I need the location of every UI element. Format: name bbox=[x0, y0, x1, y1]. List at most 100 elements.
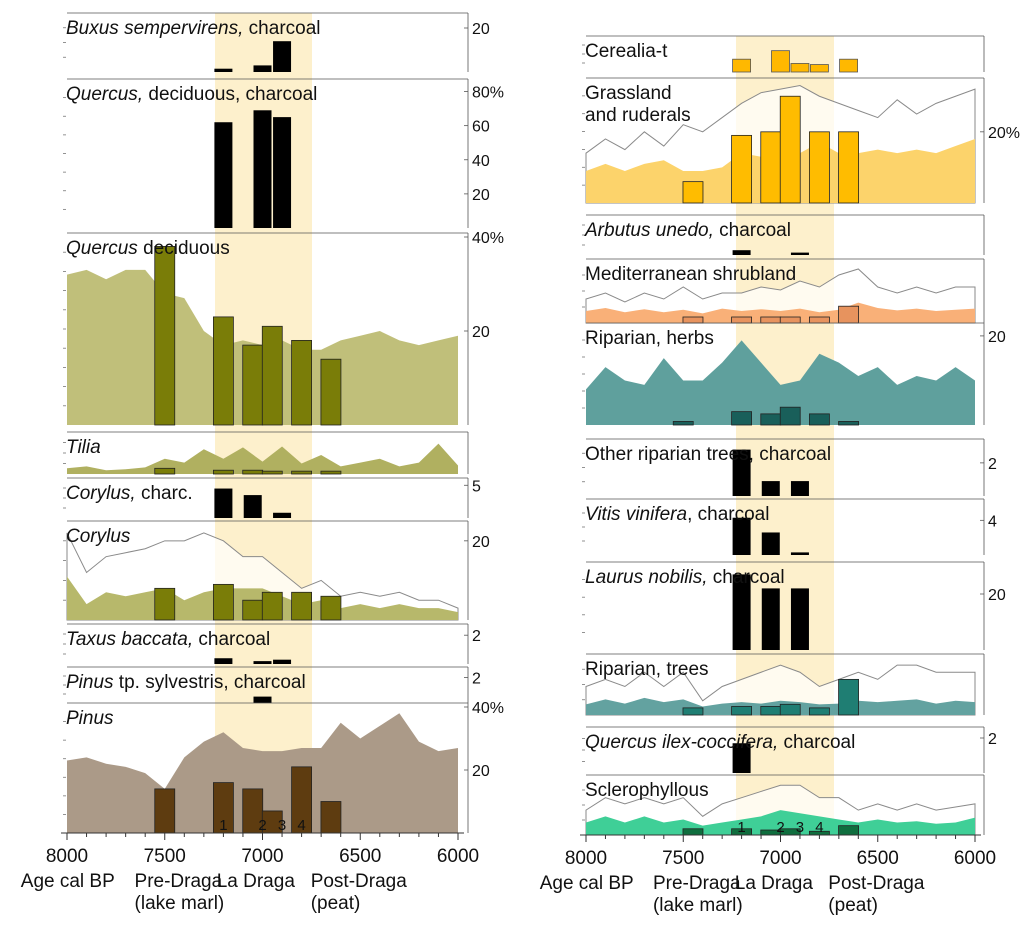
panel-1: 80% 60 40 20 Quercus, deciduous, charcoal bbox=[63, 78, 504, 228]
y-tick-label-1: 20 bbox=[472, 324, 490, 341]
phase-number: 4 bbox=[815, 819, 823, 836]
phase-number: 1 bbox=[737, 819, 745, 836]
panel-12: Mediterranean shrubland bbox=[582, 258, 985, 324]
data-bar-5 bbox=[838, 825, 859, 836]
data-bar-4 bbox=[291, 470, 313, 475]
panel-title: Grassland bbox=[585, 83, 672, 104]
phase-label-3: La Draga bbox=[217, 871, 296, 892]
panel-title-italic: Arbutus unedo, bbox=[584, 220, 714, 241]
phase-label-5: (peat) bbox=[311, 893, 361, 914]
data-bar-5 bbox=[838, 678, 859, 716]
y-tick-label-0: 5 bbox=[472, 478, 481, 495]
panel-title-rest: deciduous bbox=[138, 238, 230, 259]
panel-5: 20 Corylus bbox=[63, 520, 490, 621]
y-tick-label-0: 2 bbox=[988, 731, 997, 748]
data-bar-2 bbox=[242, 344, 264, 426]
data-bar-1 bbox=[212, 583, 234, 621]
panel-title-rest: charcoal bbox=[193, 629, 270, 650]
panel-title-rest: Cerealia-t bbox=[585, 41, 668, 62]
data-bar-0 bbox=[732, 449, 751, 496]
data-bar-0 bbox=[214, 122, 233, 228]
data-bar-1 bbox=[761, 532, 780, 555]
panel-title-rest: charc. bbox=[136, 483, 193, 504]
panel-title-rest: charcoal bbox=[243, 18, 320, 39]
panel-4: 5 Corylus, charc. bbox=[63, 477, 481, 518]
panel-title-rest: Grassland bbox=[585, 83, 672, 104]
panel-title-line2: and ruderals bbox=[585, 105, 691, 126]
phase-number: 4 bbox=[297, 817, 305, 834]
x-tick-label: 7500 bbox=[144, 846, 186, 867]
data-bar-2 bbox=[760, 316, 782, 324]
data-bar-1 bbox=[771, 50, 790, 73]
phase-label-0: Age cal BP bbox=[540, 873, 634, 894]
panel-title-italic: Tilia bbox=[66, 437, 101, 458]
phase-label-1: Pre-Draga bbox=[653, 873, 741, 894]
data-bar-4 bbox=[809, 131, 830, 204]
panel-title: Mediterranean shrubland bbox=[585, 264, 796, 285]
panel-title: Arbutus unedo, charcoal bbox=[584, 220, 791, 241]
data-bar-2 bbox=[242, 599, 264, 621]
panel-title: Vitis vinifera, charcoal bbox=[585, 504, 769, 525]
panel-title-italic: Quercus, bbox=[66, 84, 143, 105]
data-bar-0 bbox=[682, 828, 704, 836]
data-bar-0 bbox=[214, 68, 233, 72]
data-bar-5 bbox=[838, 305, 859, 324]
panel-title: Corylus bbox=[66, 526, 131, 547]
data-bar-2 bbox=[790, 63, 810, 73]
data-bar-3 bbox=[779, 316, 801, 324]
panel-title: Riparian, herbs bbox=[585, 328, 714, 349]
panel-title-rest: deciduous, charcoal bbox=[143, 84, 317, 105]
x-tick-label: 6000 bbox=[437, 846, 479, 867]
y-tick-label-0: 2 bbox=[472, 628, 481, 645]
data-bar-0 bbox=[732, 743, 751, 773]
panel-17: Riparian, trees bbox=[582, 653, 985, 716]
panel-title: Taxus baccata, charcoal bbox=[66, 629, 270, 650]
panel-title-rest: , charcoal bbox=[687, 504, 769, 525]
data-bar-3 bbox=[779, 95, 801, 204]
panel-title-italic: Quercus bbox=[66, 238, 138, 259]
data-bar-4 bbox=[809, 316, 830, 324]
panel-title-rest: Riparian, herbs bbox=[585, 328, 714, 349]
panel-3: Tilia bbox=[63, 431, 469, 475]
panel-title: Tilia bbox=[66, 437, 101, 458]
phase-label-3: La Draga bbox=[735, 873, 814, 894]
phase-label-4: Post-Draga bbox=[828, 873, 925, 894]
data-bar-3 bbox=[261, 470, 283, 475]
y-tick-label-1: 20 bbox=[472, 763, 490, 780]
data-bar-1 bbox=[212, 316, 234, 426]
panel-title: Quercus ilex-coccifera, charcoal bbox=[585, 732, 855, 753]
data-bar-1 bbox=[212, 469, 234, 475]
panel-title-italic: Buxus sempervirens, bbox=[66, 18, 243, 39]
data-bar-0 bbox=[732, 574, 751, 650]
data-bar-2 bbox=[760, 706, 782, 716]
data-bar-4 bbox=[291, 591, 313, 621]
data-bar-1 bbox=[253, 110, 272, 228]
data-bar-2 bbox=[242, 469, 264, 475]
data-bar-0 bbox=[154, 587, 176, 621]
panel-title-rest: Sclerophyllous bbox=[585, 780, 709, 801]
panel-title-rest: tp. sylvestris, charcoal bbox=[114, 672, 306, 693]
panel-title-italic: Pinus bbox=[66, 672, 114, 693]
panel-title: Buxus sempervirens, charcoal bbox=[66, 18, 321, 39]
phase-label-5: (peat) bbox=[828, 895, 878, 916]
data-bar-0 bbox=[672, 421, 694, 426]
data-bar-4 bbox=[291, 339, 313, 426]
y-tick-label-0: 20 bbox=[472, 21, 490, 38]
x-tick-label: 8000 bbox=[46, 846, 88, 867]
data-bar-2 bbox=[760, 413, 782, 426]
y-tick-label-3: 20 bbox=[472, 187, 490, 204]
data-bar-4 bbox=[809, 413, 830, 426]
x-tick-label: 6500 bbox=[857, 848, 899, 869]
panel-title-italic: Pinus bbox=[66, 708, 114, 729]
y-tick-label-2: 40 bbox=[472, 153, 490, 170]
data-bar-1 bbox=[761, 481, 780, 496]
data-bar-0 bbox=[682, 316, 704, 324]
data-bar-0 bbox=[214, 488, 233, 518]
data-bar-4 bbox=[809, 707, 830, 716]
data-bar-0 bbox=[732, 250, 751, 255]
data-bar-3 bbox=[810, 64, 829, 73]
x-tick-label: 6500 bbox=[339, 846, 381, 867]
x-tick-label: 8000 bbox=[565, 848, 607, 869]
data-bar-2 bbox=[790, 588, 809, 650]
